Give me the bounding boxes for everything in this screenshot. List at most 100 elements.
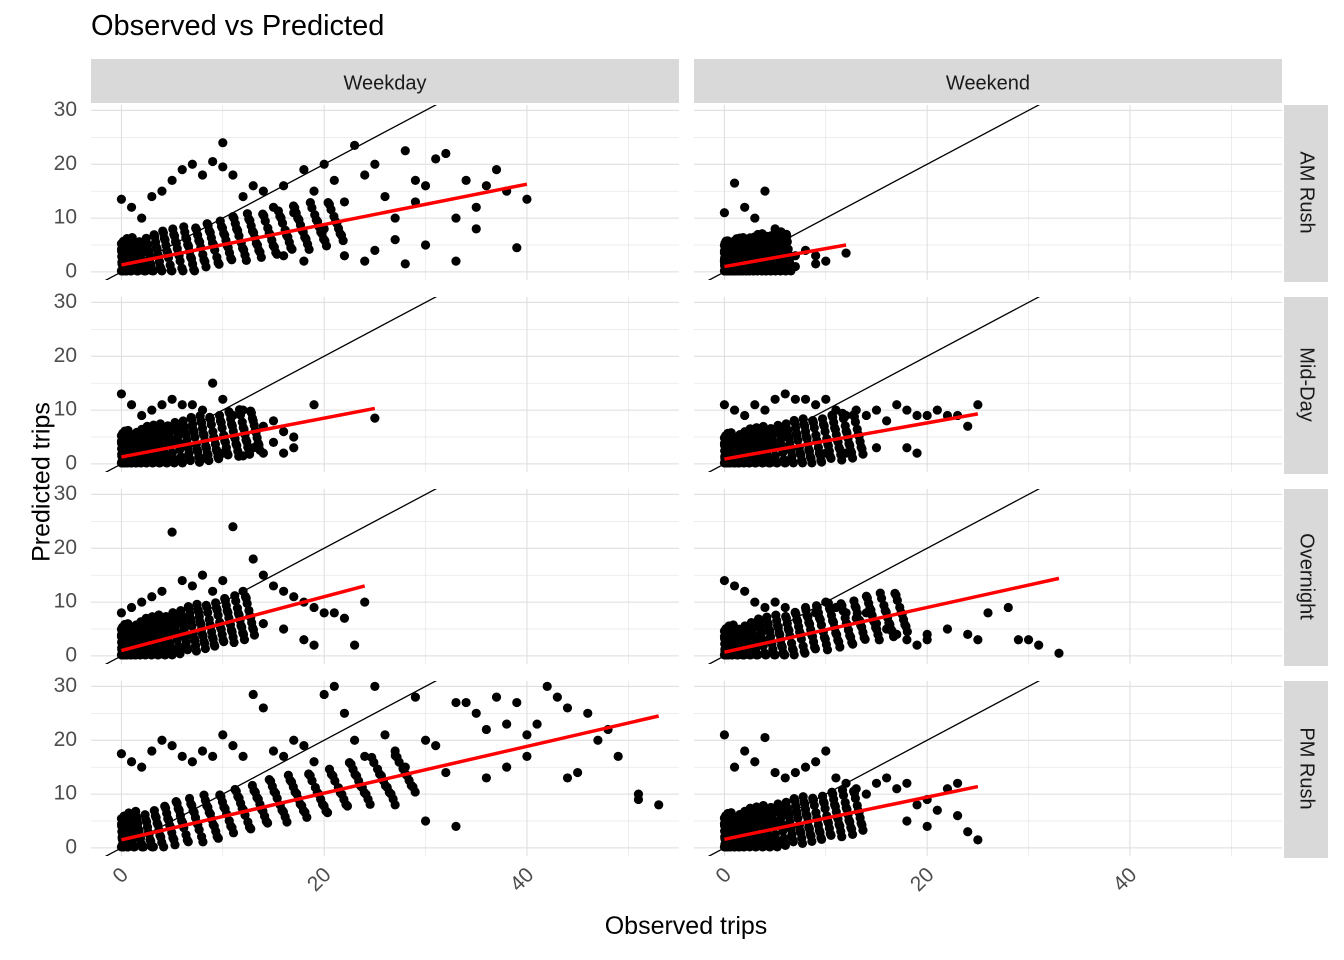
y-tick-label: 0 — [65, 259, 77, 282]
data-point — [349, 735, 360, 745]
fit-line — [724, 243, 847, 269]
panel-marks — [104, 681, 664, 856]
data-point — [307, 203, 317, 213]
data-point — [268, 437, 279, 447]
panel-weekend-mid-day — [694, 297, 1282, 472]
data-point — [745, 424, 755, 434]
data-point — [809, 800, 819, 811]
data-point — [764, 458, 775, 468]
data-point — [532, 719, 542, 729]
data-point — [258, 448, 268, 458]
data-point — [120, 632, 131, 642]
data-point — [126, 400, 137, 410]
fit-line — [121, 182, 528, 267]
data-point — [748, 823, 758, 833]
data-point — [238, 451, 248, 461]
data-point — [365, 799, 375, 809]
panel-weekday-pm-rush: 0 10 20 30 0 20 40 — [54, 674, 679, 896]
data-point — [147, 746, 157, 756]
data-point — [309, 640, 319, 650]
data-point — [729, 245, 740, 255]
data-point — [208, 751, 218, 761]
data-point — [179, 421, 189, 431]
data-point — [811, 608, 821, 618]
data-point — [724, 821, 734, 831]
data-point — [774, 428, 784, 438]
data-point — [264, 775, 274, 785]
data-points — [116, 681, 664, 831]
data-point — [177, 575, 187, 586]
reference-line-y-equals-x — [104, 297, 438, 472]
data-point — [779, 650, 789, 660]
fit-line — [121, 406, 376, 459]
y-tick-label: 0 — [65, 643, 77, 666]
data-point — [279, 427, 289, 437]
panel-grid — [91, 489, 679, 664]
data-point — [461, 697, 471, 708]
data-point — [160, 801, 170, 811]
data-point — [227, 419, 237, 429]
data-point — [183, 239, 193, 250]
data-point — [795, 448, 805, 458]
data-point — [912, 800, 922, 810]
data-point — [309, 400, 319, 410]
data-point — [167, 741, 177, 751]
data-point — [451, 697, 461, 708]
data-point — [289, 208, 299, 218]
data-point — [360, 170, 370, 180]
data-point — [746, 617, 756, 628]
panel-weekday-overnight: 0 10 20 30 — [54, 482, 679, 666]
reference-line-y-equals-x — [707, 105, 1041, 280]
strip-label: PM Rush — [1296, 727, 1318, 809]
data-point — [780, 838, 790, 849]
data-point — [1034, 640, 1044, 650]
data-point — [841, 426, 851, 436]
data-point — [218, 730, 228, 740]
strip-label: Weekend — [946, 72, 1030, 94]
data-point — [233, 608, 243, 618]
point-cloud — [116, 591, 260, 660]
data-point — [147, 266, 157, 276]
data-point — [791, 428, 802, 438]
column-strip-weekend: Weekend — [694, 59, 1282, 103]
data-point — [830, 423, 840, 433]
data-point — [199, 255, 209, 265]
data-point — [242, 598, 252, 609]
data-point — [400, 259, 410, 269]
data-point — [218, 635, 228, 645]
data-point — [160, 449, 170, 460]
point-cloud — [719, 785, 868, 852]
row-strip-am-rush: AM Rush — [1284, 105, 1328, 282]
data-point — [121, 439, 131, 449]
strip-label: Weekday — [343, 72, 426, 94]
data-points — [719, 178, 851, 272]
data-point — [732, 234, 742, 244]
data-point — [471, 708, 481, 718]
data-point — [729, 581, 740, 591]
data-point — [804, 822, 814, 832]
data-point — [161, 458, 172, 468]
data-point — [177, 400, 187, 410]
data-point — [871, 778, 882, 788]
data-point — [827, 616, 838, 626]
data-point — [329, 608, 339, 618]
data-point — [773, 799, 783, 809]
data-point — [809, 642, 820, 652]
data-point — [211, 603, 222, 613]
data-point — [757, 634, 767, 644]
data-point — [755, 621, 765, 631]
reference-line-y-equals-x — [707, 489, 1041, 664]
panel-marks — [104, 489, 438, 664]
y-tick-label: 20 — [54, 152, 77, 175]
data-point — [199, 636, 209, 647]
reference-line-y-equals-x — [707, 297, 1041, 472]
data-point — [141, 815, 151, 825]
data-point — [804, 444, 814, 454]
fit-line — [724, 784, 979, 842]
data-point — [203, 607, 213, 618]
data-point — [271, 247, 281, 258]
data-point — [187, 159, 197, 169]
panel-weekday-mid-day: 0 10 20 30 — [54, 290, 679, 474]
data-point — [380, 781, 391, 791]
data-point — [781, 229, 792, 240]
